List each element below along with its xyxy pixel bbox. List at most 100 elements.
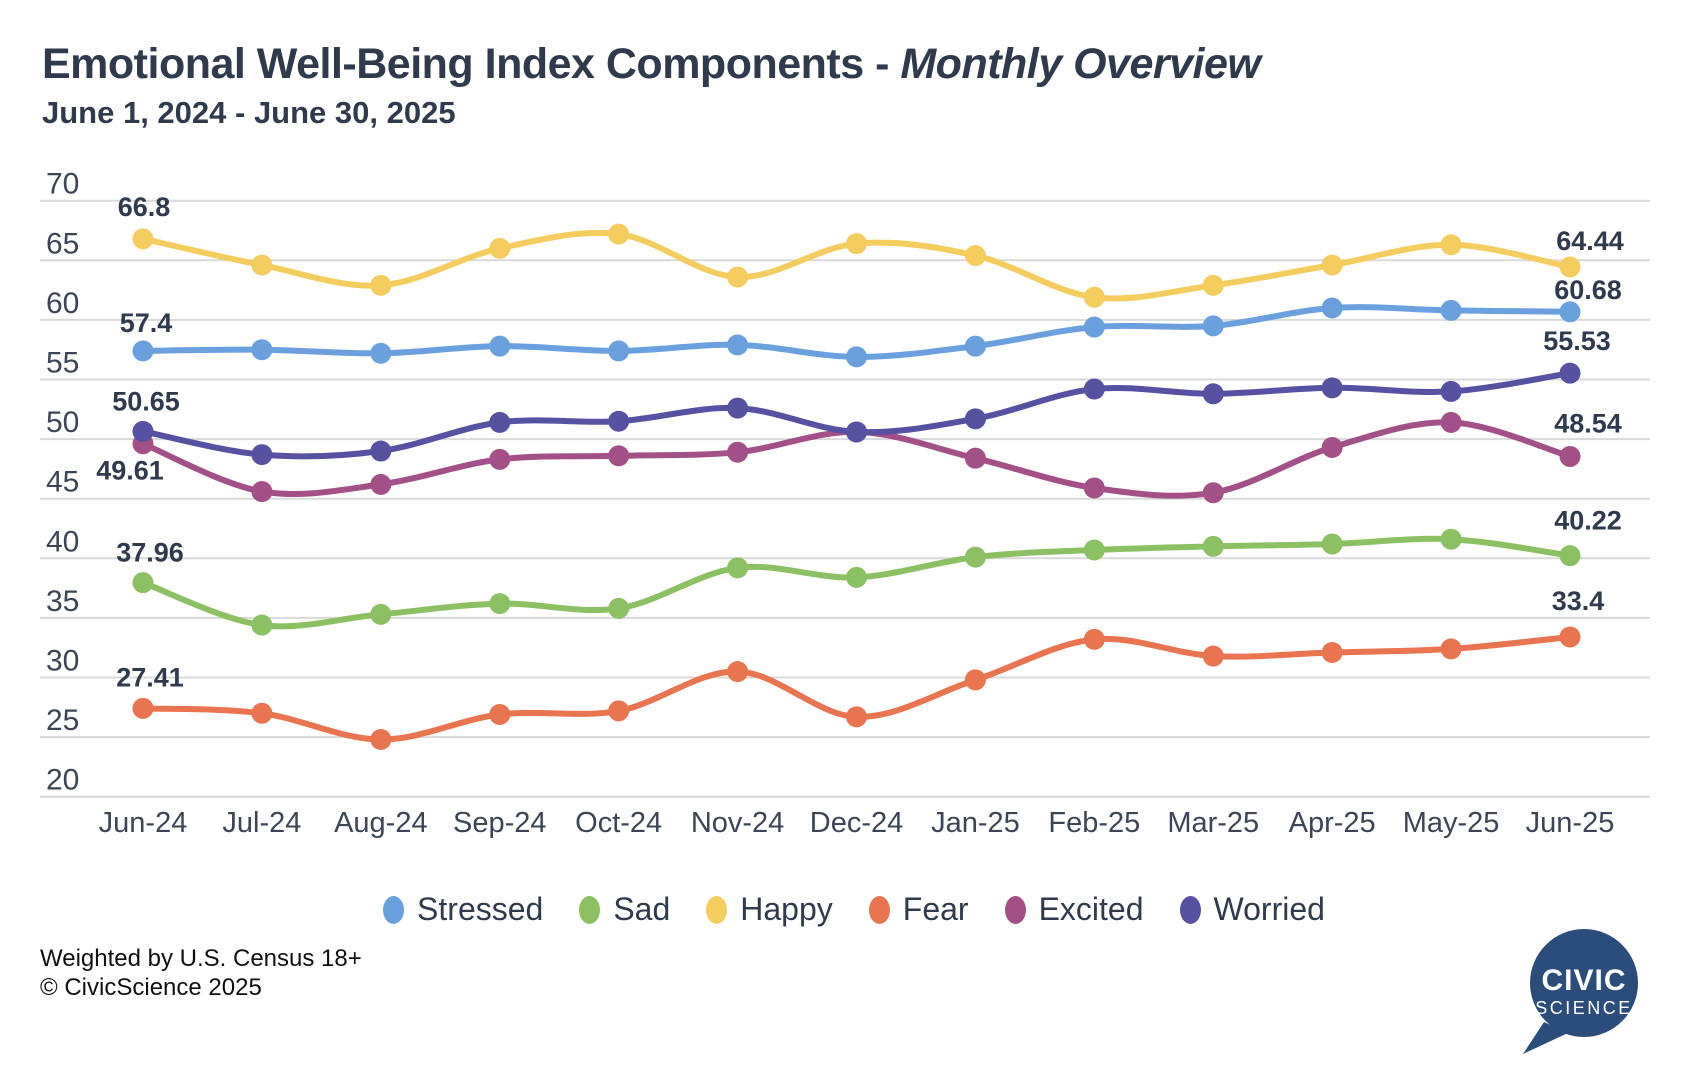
legend-item-worried: Worried — [1179, 891, 1325, 928]
data-point-sad — [964, 546, 986, 568]
endpoint-value-label-fear: 33.4 — [1552, 586, 1605, 616]
data-point-fear — [1202, 645, 1224, 667]
legend-marker-icon — [383, 895, 405, 924]
x-axis-tick-label: Jan-25 — [931, 807, 1020, 839]
data-point-happy — [1321, 254, 1343, 276]
data-point-sad — [608, 597, 630, 619]
legend-label: Stressed — [417, 891, 544, 927]
endpoint-value-label-happy: 66.8 — [118, 192, 171, 222]
page-title-main: Emotional Well-Being Index Components - — [42, 40, 901, 88]
data-point-worried — [727, 397, 749, 419]
y-axis-tick-label: 20 — [46, 764, 79, 797]
data-point-sad — [727, 557, 749, 579]
data-point-stressed — [1440, 299, 1462, 321]
data-point-worried — [1440, 380, 1462, 402]
data-point-excited — [370, 473, 392, 495]
data-point-sad — [1440, 528, 1462, 550]
data-point-stressed — [964, 335, 986, 357]
endpoint-value-label-sad: 37.96 — [116, 538, 184, 568]
legend-label: Worried — [1213, 891, 1325, 927]
data-point-excited — [1440, 411, 1462, 433]
data-point-happy — [964, 245, 986, 267]
data-point-excited — [1202, 482, 1224, 504]
data-point-excited — [489, 448, 511, 470]
legend-item-excited: Excited — [1004, 891, 1144, 928]
x-axis-tick-label: Dec-24 — [810, 807, 904, 839]
series-line-worried — [140, 370, 1573, 460]
endpoint-value-label-excited: 48.54 — [1554, 409, 1622, 439]
data-point-worried — [370, 440, 392, 462]
x-axis-tick-label: Jun-24 — [99, 807, 188, 839]
data-point-fear — [1559, 626, 1581, 648]
data-point-worried — [1559, 362, 1581, 384]
civicscience-logo: CIVIC SCIENCE — [1520, 926, 1644, 1058]
data-point-excited — [608, 445, 630, 467]
endpoint-value-label-worried: 55.53 — [1543, 326, 1611, 356]
legend-marker-icon — [579, 895, 601, 924]
data-point-stressed — [251, 339, 273, 361]
endpoint-value-label-happy: 64.44 — [1556, 226, 1624, 256]
footer-weighting-note: Weighted by U.S. Census 18+ — [40, 945, 362, 972]
data-point-fear — [1440, 638, 1462, 660]
data-point-sad — [251, 614, 273, 636]
data-point-fear — [1321, 641, 1343, 663]
y-axis-tick-label: 50 — [46, 406, 79, 439]
data-point-worried — [251, 444, 273, 466]
data-point-worried — [1321, 377, 1343, 399]
y-axis-tick-label: 35 — [46, 585, 79, 618]
data-point-worried — [489, 411, 511, 433]
data-point-happy — [489, 237, 511, 259]
x-axis-tick-label: Mar-25 — [1167, 807, 1259, 839]
data-point-happy — [846, 233, 867, 255]
legend-label: Excited — [1038, 891, 1144, 927]
data-point-fear — [132, 697, 154, 719]
legend-marker-icon — [1179, 895, 1201, 924]
data-point-stressed — [1559, 301, 1581, 323]
data-point-sad — [1083, 539, 1105, 561]
data-point-happy — [251, 254, 273, 276]
data-point-worried — [132, 420, 154, 442]
data-point-stressed — [489, 335, 511, 357]
data-point-happy — [727, 266, 749, 288]
data-point-stressed — [608, 340, 630, 362]
data-point-worried — [964, 408, 986, 430]
y-axis-tick-label: 45 — [46, 466, 79, 499]
data-point-stressed — [1083, 316, 1105, 338]
x-axis-tick-label: Jul-24 — [222, 807, 301, 839]
data-point-sad — [489, 593, 511, 615]
x-axis-tick-label: Apr-25 — [1289, 807, 1376, 839]
chart-legend: Stressed Sad Happy Fear Excited Worried — [0, 891, 1708, 928]
legend-item-sad: Sad — [579, 891, 670, 928]
civicscience-logo-bubble-icon: CIVIC SCIENCE — [1523, 929, 1638, 1054]
data-point-fear — [727, 661, 749, 683]
x-axis-tick-label: Feb-25 — [1048, 807, 1140, 839]
legend-item-stressed: Stressed — [383, 891, 543, 928]
legend-label: Fear — [902, 891, 969, 927]
endpoint-value-label-stressed: 57.4 — [120, 308, 173, 338]
data-point-happy — [1559, 256, 1581, 278]
data-point-worried — [608, 410, 630, 432]
page-title-emphasis: Monthly Overview — [900, 40, 1261, 88]
page-subtitle: June 1, 2024 - June 30, 2025 — [42, 95, 456, 130]
data-point-stressed — [132, 340, 154, 362]
footer-note: Weighted by U.S. Census 18+ © CivicScien… — [40, 944, 362, 1002]
data-point-stressed — [1202, 315, 1224, 337]
data-point-excited — [1321, 436, 1343, 458]
endpoint-value-label-excited: 49.61 — [96, 456, 164, 486]
legend-label: Happy — [740, 891, 833, 927]
x-axis-tick-label: Jun-25 — [1526, 807, 1615, 839]
y-axis-tick-label: 25 — [46, 704, 79, 737]
x-axis-tick-label: Oct-24 — [575, 807, 662, 839]
data-point-worried — [1202, 383, 1224, 405]
data-point-happy — [370, 274, 392, 296]
data-point-excited — [727, 441, 749, 463]
svg-text:CIVIC: CIVIC — [1541, 964, 1626, 997]
endpoint-value-label-fear: 27.41 — [116, 662, 184, 692]
data-point-sad — [1321, 533, 1343, 555]
data-point-happy — [132, 228, 154, 250]
data-point-excited — [1559, 446, 1581, 468]
x-axis-tick-label: Sep-24 — [453, 807, 547, 839]
data-point-stressed — [370, 342, 392, 364]
